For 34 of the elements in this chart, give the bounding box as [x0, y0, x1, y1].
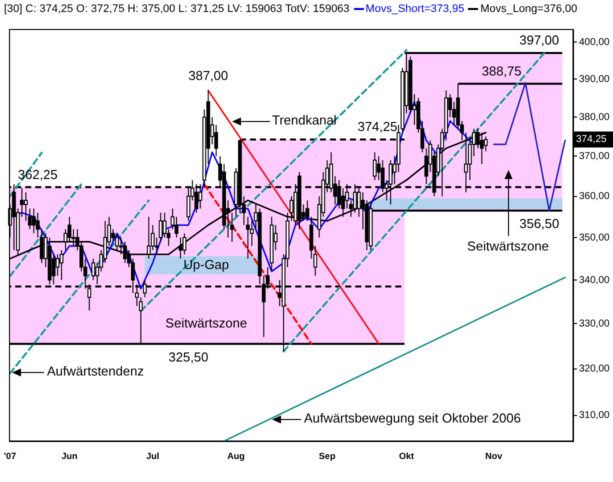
- y-tick-label: 330,00: [579, 318, 610, 330]
- ref-line-label: 388,75: [482, 63, 522, 78]
- ref-line-label: 356,50: [519, 216, 560, 232]
- chart-title: [30] C: 374,25 O: 372,75 H: 375,00 L: 371,25 LV: 159063 TotV: 159063: [4, 3, 350, 15]
- x-tick-label: Nov: [485, 450, 502, 461]
- x-tick-label: Jul: [146, 450, 160, 461]
- annotation: Aufwärtsbewegung seit Oktober 2006: [304, 410, 521, 426]
- x-tick-label: Sep: [318, 450, 336, 461]
- y-tick-label: 390,00: [579, 74, 610, 85]
- y-tick-label: 340,00: [579, 274, 610, 286]
- band-label: Up-Gap: [183, 256, 230, 272]
- annotation: Seitwärtszone: [467, 238, 549, 254]
- y-tick-label: 370,00: [579, 150, 610, 162]
- ref-line-label: 362,25: [18, 166, 58, 182]
- y-tick-label: 380,00: [579, 112, 610, 123]
- x-tick-label: Okt: [398, 450, 414, 461]
- x-tick-label: Jun: [61, 450, 78, 461]
- annotation: Aufwärtstendenz: [47, 364, 144, 379]
- band-label: Seitwärtszone: [165, 315, 248, 330]
- y-tick-label: 360,00: [579, 191, 610, 202]
- text: 374,25: [576, 134, 608, 146]
- y-tick-label: 310,00: [579, 410, 610, 422]
- annotation: 387,00: [188, 68, 228, 83]
- x-tick-label: '07: [4, 450, 16, 461]
- ref-line-label: 397,00: [519, 32, 560, 48]
- ref-line-label: 325,50: [168, 349, 208, 364]
- y-tick-label: 350,00: [579, 232, 610, 244]
- y-tick-label: 320,00: [579, 364, 610, 375]
- ref-line-label: 374,25: [358, 119, 398, 134]
- legend-label: Movs_Long=376,00: [480, 3, 578, 15]
- x-tick-label: Aug: [227, 450, 245, 461]
- y-tick-label: 400,00: [579, 36, 610, 48]
- legend-label: Movs_Short=373,95: [366, 3, 464, 15]
- annotation: Trendkanal: [272, 112, 337, 128]
